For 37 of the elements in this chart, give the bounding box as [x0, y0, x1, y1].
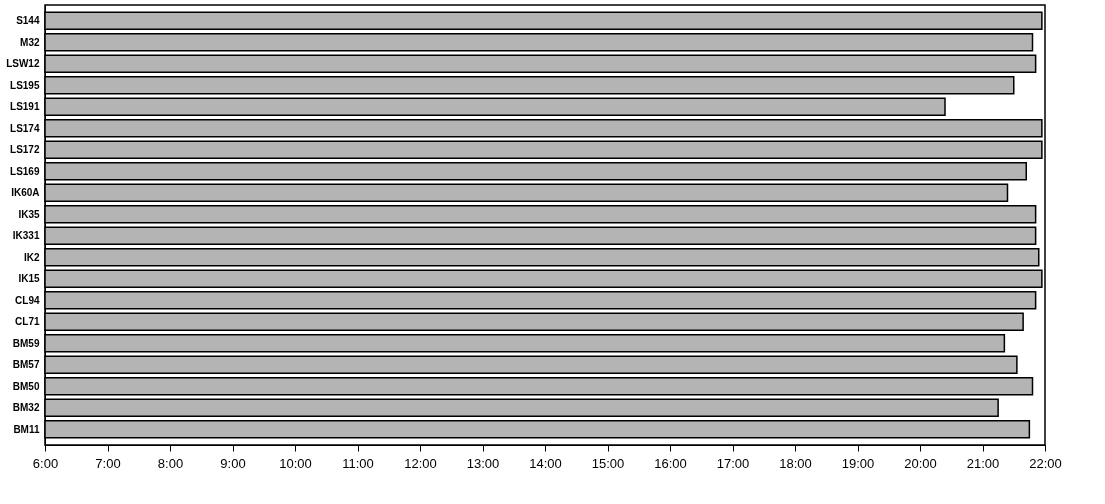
y-tick-label: IK2 — [23, 251, 40, 263]
x-tick-label: 20:00 — [904, 455, 937, 471]
y-tick-label: LS195 — [10, 79, 40, 91]
x-tick-label: 8:00 — [157, 455, 184, 471]
x-tick-label: 18:00 — [779, 455, 812, 471]
y-tick-label: M32 — [20, 36, 40, 48]
x-tick-label: 15:00 — [591, 455, 625, 471]
y-tick-label: BM59 — [12, 337, 40, 349]
x-tick-label: 22:00 — [1029, 455, 1062, 471]
x-tick-label: 13:00 — [466, 455, 500, 471]
y-tick-label: CL71 — [15, 316, 40, 328]
x-tick-label: 11:00 — [342, 455, 374, 471]
x-tick-label: 16:00 — [654, 455, 687, 471]
x-tick-label: 6:00 — [32, 455, 59, 471]
y-tick-label: BM57 — [12, 359, 40, 371]
y-tick-label: LS191 — [10, 101, 40, 113]
y-tick-label: BM32 — [12, 402, 40, 414]
y-tick-label: CL94 — [15, 294, 40, 306]
y-tick-label: IK15 — [18, 273, 40, 285]
y-tick-label: IK331 — [12, 230, 40, 242]
x-tick-label: 14:00 — [529, 455, 562, 471]
y-tick-label: S144 — [16, 15, 40, 27]
x-tick-label: 19:00 — [841, 455, 875, 471]
x-tick-label: 17:00 — [716, 455, 750, 471]
y-tick-label: LS172 — [10, 144, 40, 156]
y-tick-label: BM11 — [13, 423, 40, 435]
y-tick-label: LSW12 — [6, 58, 40, 70]
x-tick-label: 7:00 — [95, 455, 121, 471]
x-tick-label: 9:00 — [220, 455, 246, 471]
x-tick-label: 10:00 — [279, 455, 312, 471]
x-tick-label: 21:00 — [966, 455, 1000, 471]
y-tick-label: IK35 — [18, 208, 40, 220]
y-tick-label: LS174 — [10, 122, 40, 134]
x-tick-label: 12:00 — [404, 455, 437, 471]
y-tick-label: LS169 — [10, 165, 40, 177]
y-tick-label: IK60A — [11, 187, 40, 199]
y-tick-label: BM50 — [12, 380, 40, 392]
